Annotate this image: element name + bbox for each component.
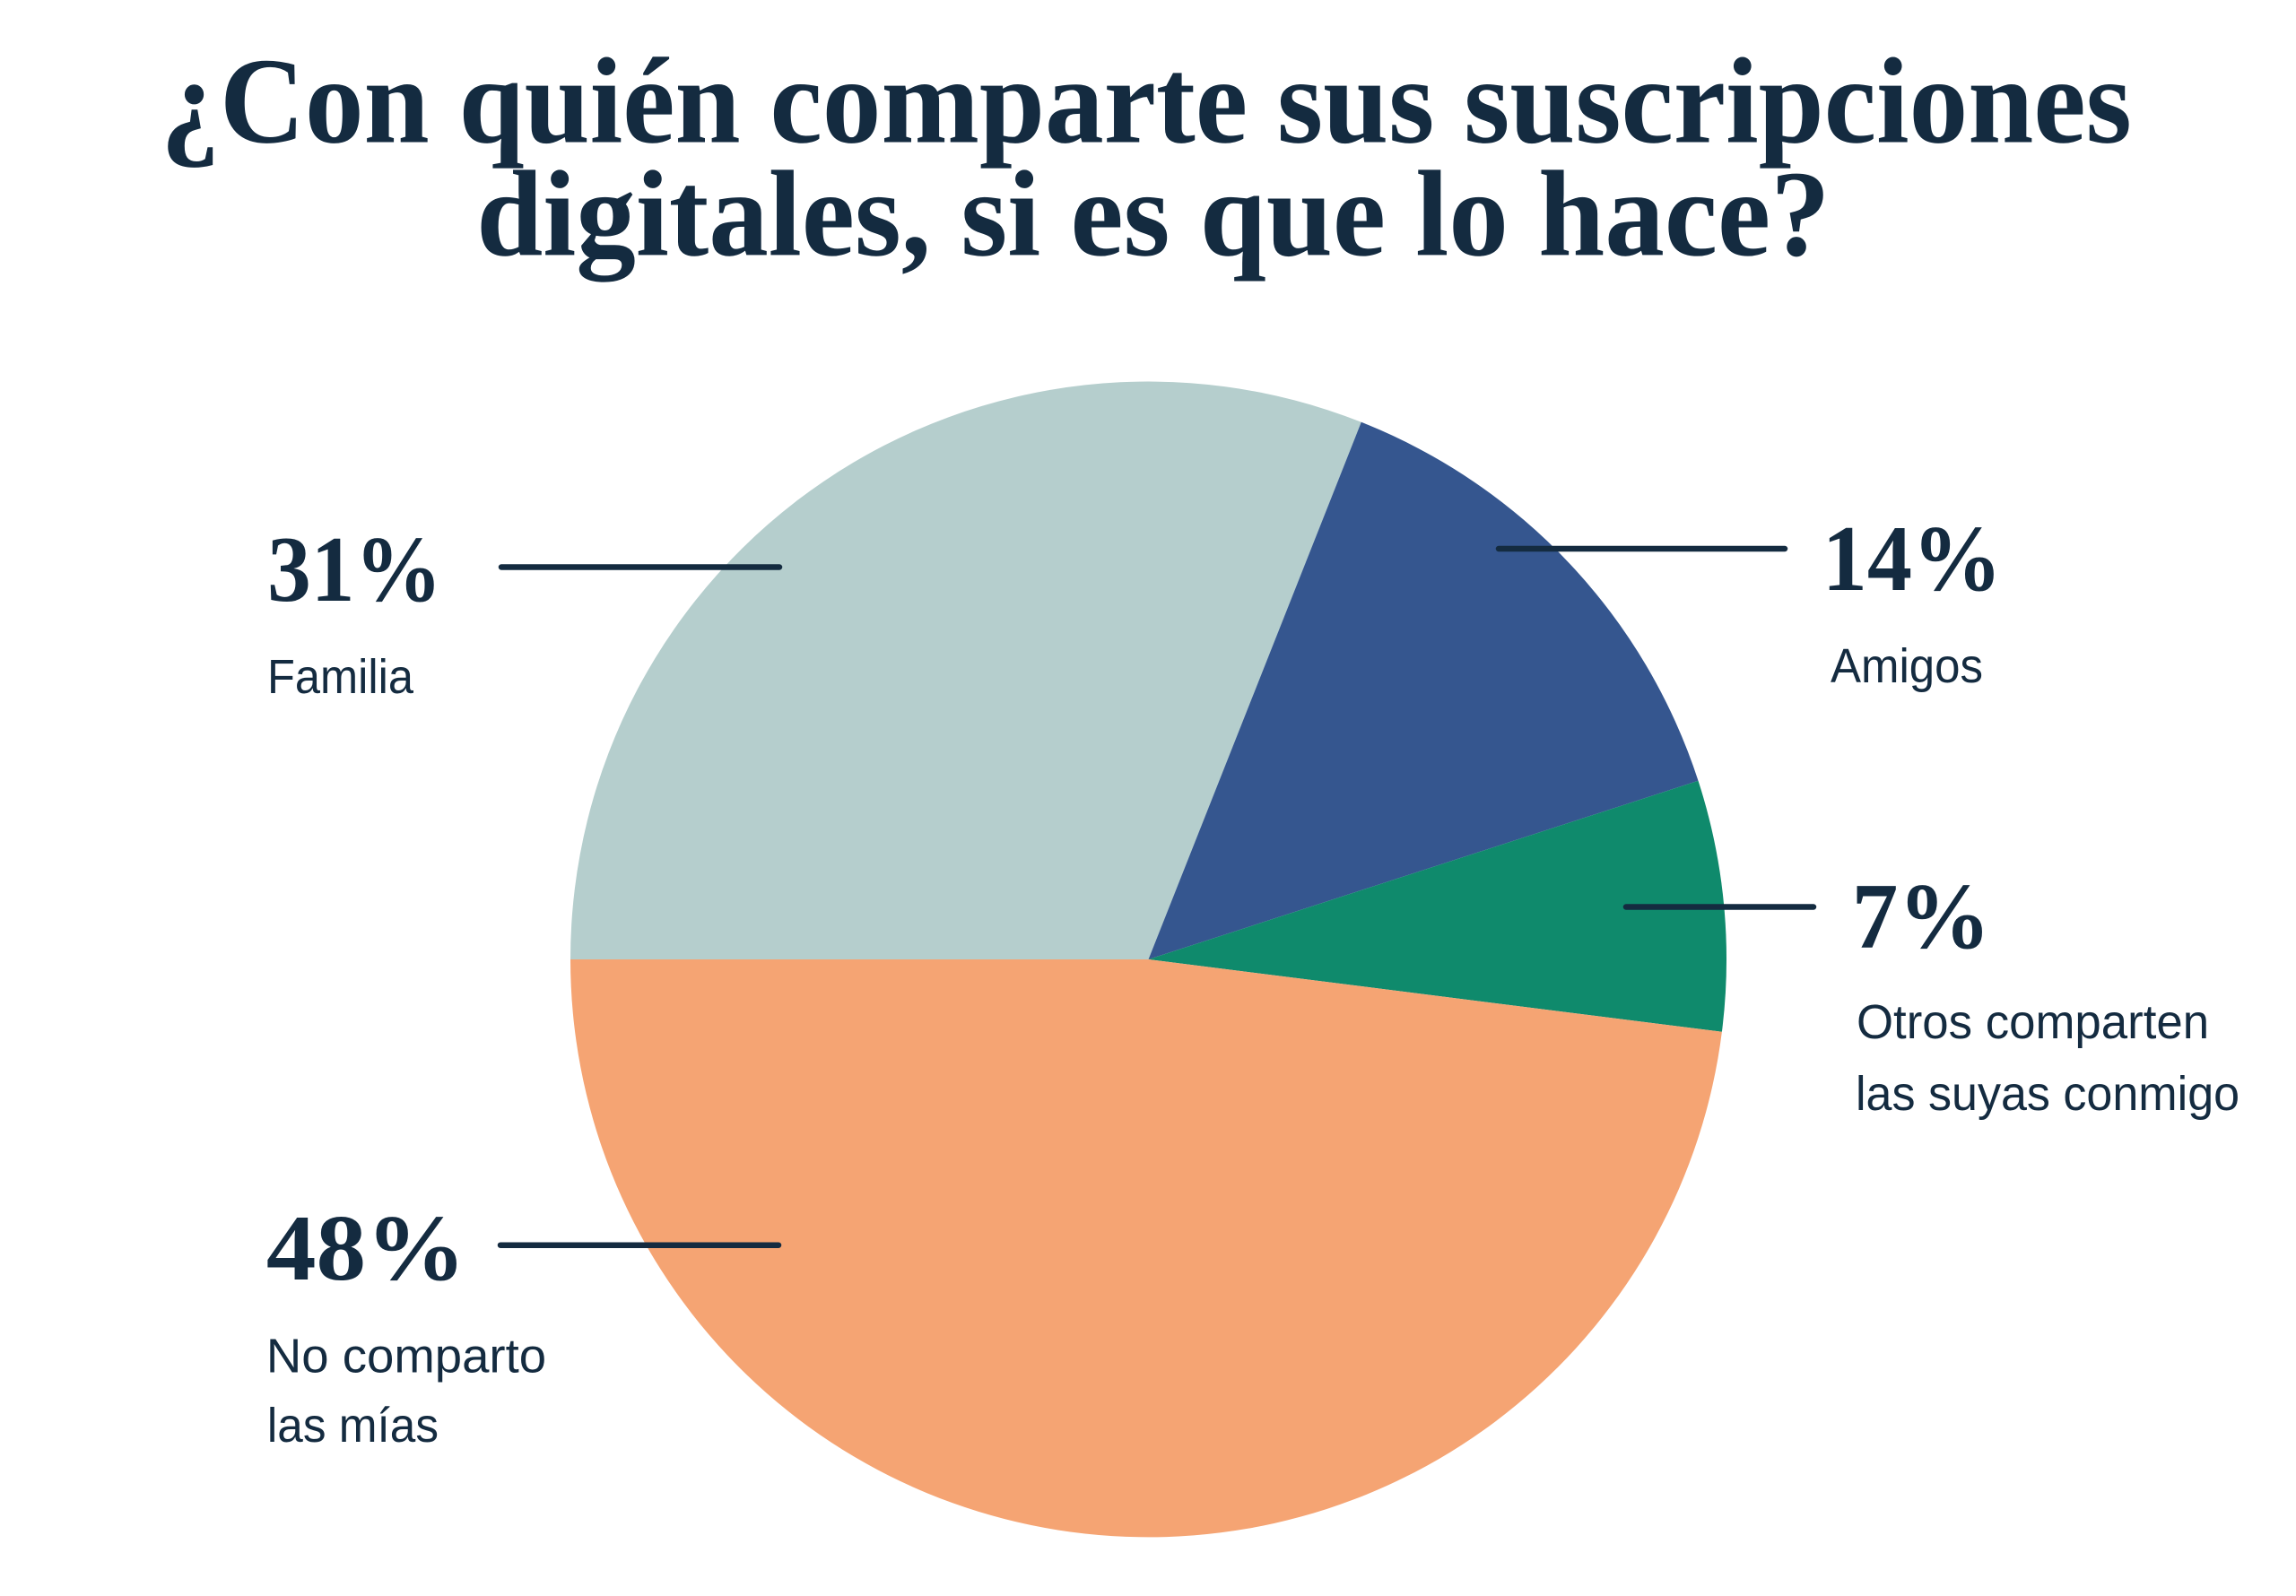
svg-text:¿Con quién comparte sus suscri: ¿Con quién comparte sus suscripciones [161, 33, 2132, 169]
svg-text:7%: 7% [1852, 863, 1991, 968]
svg-text:las mías: las mías [267, 1399, 439, 1453]
svg-text:Familia: Familia [267, 650, 414, 704]
svg-text:14%: 14% [1822, 506, 2003, 611]
svg-text:Otros comparten: Otros comparten [1857, 995, 2209, 1049]
svg-text:digitales, si es que lo hace?: digitales, si es que lo hace? [476, 145, 1831, 282]
svg-text:las suyas conmigo: las suyas conmigo [1856, 1067, 2239, 1121]
svg-text:48%: 48% [266, 1195, 466, 1300]
svg-text:No comparto: No comparto [266, 1330, 546, 1383]
svg-text:Amigos: Amigos [1831, 639, 1983, 693]
svg-text:31%: 31% [267, 516, 442, 621]
